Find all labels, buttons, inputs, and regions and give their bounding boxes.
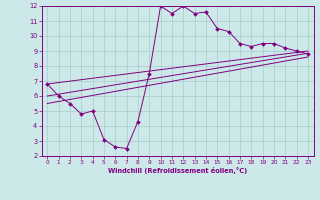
X-axis label: Windchill (Refroidissement éolien,°C): Windchill (Refroidissement éolien,°C) [108,167,247,174]
